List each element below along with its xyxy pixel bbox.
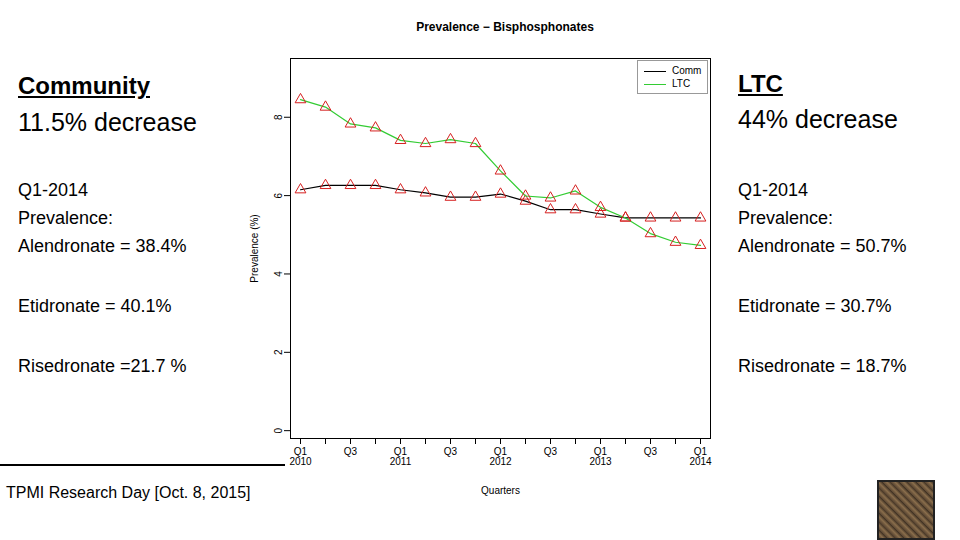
html-text:Prevalence:: Prevalence: (18, 208, 114, 228)
svg-text:0: 0 (273, 427, 284, 433)
html-text:44% decrease: 44% decrease (738, 105, 898, 133)
html-text:Alendronate = 50.7%: Alendronate = 50.7% (738, 236, 907, 256)
svg-text:Q3: Q3 (344, 446, 358, 457)
html-text:Etidronate = 40.1%: Etidronate = 40.1% (18, 296, 172, 316)
svg-text:Q12014: Q12014 (689, 446, 712, 467)
svg-text:Q12011: Q12011 (390, 446, 412, 467)
svg-text:Q3: Q3 (444, 446, 458, 457)
html-text:Community: Community (18, 72, 150, 99)
html-text:LTC: LTC (672, 78, 691, 89)
svg-text:Quarters: Quarters (481, 485, 520, 496)
html-text:11.5% decrease: 11.5% decrease (18, 108, 197, 136)
html-text:Risedronate =21.7 %: Risedronate =21.7 % (18, 356, 187, 376)
html-text:TPMI Research Day [Oct. 8, 201: TPMI Research Day [Oct. 8, 2015] (6, 484, 251, 501)
svg-text:8: 8 (273, 114, 284, 120)
html-text:Prevalence:: Prevalence: (738, 208, 834, 228)
html-text:Alendronate = 38.4%: Alendronate = 38.4% (18, 236, 187, 256)
svg-text:4: 4 (273, 271, 284, 277)
svg-text:2: 2 (273, 349, 284, 355)
html-text:Prevalence − Bisphosphonates: Prevalence − Bisphosphonates (416, 20, 594, 34)
svg-text:6: 6 (273, 192, 284, 198)
html-text:Etidronate = 30.7%: Etidronate = 30.7% (738, 296, 892, 316)
html-text:Risedronate = 18.7%: Risedronate = 18.7% (738, 356, 907, 376)
html-text:Q1-2014: Q1-2014 (738, 180, 809, 200)
html-text:Comm: Comm (672, 65, 702, 76)
svg-text:Q3: Q3 (544, 446, 558, 457)
svg-text:Q3: Q3 (644, 446, 658, 457)
svg-text:Q12013: Q12013 (589, 446, 612, 467)
svg-text:Prevalence (%): Prevalence (%) (249, 214, 260, 282)
html-text:Q1-2014: Q1-2014 (18, 180, 89, 200)
html-text:LTC: LTC (738, 70, 783, 97)
svg-text:Q12010: Q12010 (289, 446, 312, 467)
svg-text:Q12012: Q12012 (489, 446, 512, 467)
